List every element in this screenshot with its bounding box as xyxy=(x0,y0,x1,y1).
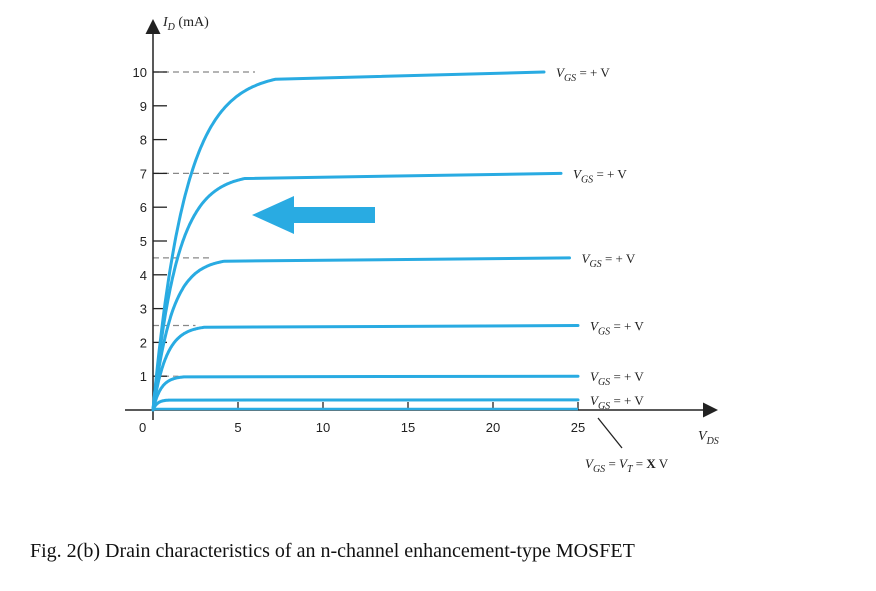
threshold-label: VGS = VT = X V xyxy=(585,456,669,475)
axes xyxy=(125,19,718,420)
curve-label: VGS = + V xyxy=(573,166,627,185)
curve-label: VGS = + V xyxy=(590,393,644,412)
y-tick-label: 7 xyxy=(140,166,147,181)
drain-curve xyxy=(151,70,546,412)
x-tick-label: 20 xyxy=(486,420,500,435)
origin-label: 0 xyxy=(139,420,146,435)
x-tick-label: 25 xyxy=(571,420,585,435)
drain-curve xyxy=(151,398,580,412)
curve-label: VGS = + V xyxy=(590,369,644,388)
y-axis-label: ID (mA) xyxy=(162,15,209,33)
drain-curve xyxy=(151,374,580,412)
curve-label: VGS = + V xyxy=(590,319,644,338)
y-tick-label: 6 xyxy=(140,200,147,215)
threshold-pointer xyxy=(597,417,623,449)
x-tick-label: 5 xyxy=(234,420,241,435)
figure-caption: Fig. 2(b) Drain characteristics of an n-… xyxy=(30,540,635,562)
y-tick-label: 3 xyxy=(140,302,147,317)
curve-labels: VGS = + V VGS = + V VGS = + V VGS = + V VGS … xyxy=(556,65,644,412)
x-tick-label: 15 xyxy=(401,420,415,435)
curves xyxy=(151,70,580,412)
curve-label: VGS = + V xyxy=(582,251,636,270)
y-tick-label: 8 xyxy=(140,133,147,148)
y-tick-label: 9 xyxy=(140,99,147,114)
drain-curve xyxy=(151,256,571,412)
x-axis-label: VDS xyxy=(698,429,719,447)
curve-label: VGS = + V xyxy=(556,65,610,84)
left-arrow-icon xyxy=(252,196,375,234)
y-tick-label: 4 xyxy=(140,268,147,283)
y-tick-label: 5 xyxy=(140,234,147,249)
y-tick-label: 10 xyxy=(133,65,147,80)
y-tick-label: 2 xyxy=(140,335,147,350)
drain-curve xyxy=(151,171,563,412)
y-tick-label: 1 xyxy=(140,369,147,384)
ticks: 1 2 3 4 5 6 7 8 9 10 5 10 15 20 25 xyxy=(133,65,586,435)
drain-curve xyxy=(151,324,580,412)
x-tick-label: 10 xyxy=(316,420,330,435)
